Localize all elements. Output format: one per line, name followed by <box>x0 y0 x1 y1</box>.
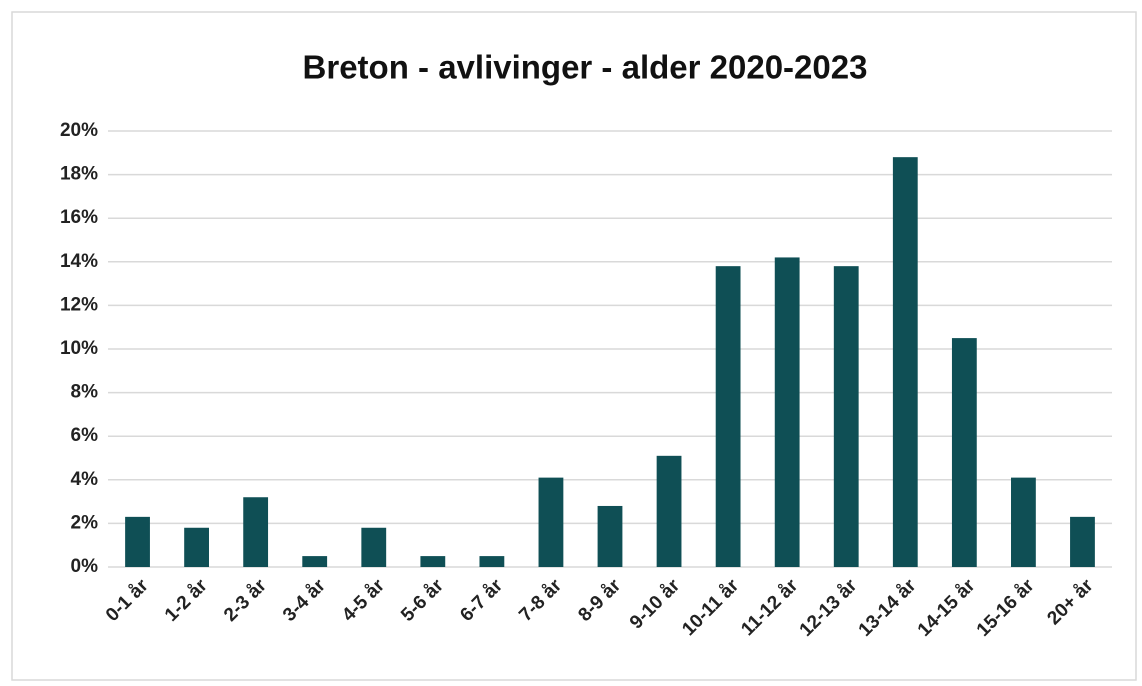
bar <box>1011 477 1036 567</box>
y-tick-label: 8% <box>71 382 99 403</box>
y-tick-label: 14% <box>60 251 98 272</box>
chart-border <box>11 11 1137 681</box>
y-tick-label: 16% <box>60 207 98 228</box>
bar <box>125 516 150 567</box>
bar <box>479 556 505 567</box>
bar <box>538 477 564 567</box>
bar <box>302 556 328 567</box>
y-tick-label: 4% <box>71 469 99 490</box>
y-tick-label: 2% <box>71 512 99 533</box>
y-tick-label: 6% <box>71 425 99 446</box>
bar <box>361 527 387 567</box>
bar <box>833 266 859 567</box>
bar <box>420 556 446 567</box>
bar <box>243 497 269 567</box>
y-tick-label: 12% <box>60 294 98 315</box>
bar <box>951 338 977 567</box>
bar <box>1070 516 1095 567</box>
bar <box>715 266 741 567</box>
y-tick-label: 0% <box>71 556 99 577</box>
y-tick-label: 20% <box>60 120 98 141</box>
bar <box>597 505 623 567</box>
y-tick-label: 10% <box>60 338 98 359</box>
bar <box>774 257 800 567</box>
bar <box>656 455 682 567</box>
bar <box>184 527 209 567</box>
chart-title: Breton - avlivinger - alder 2020-2023 <box>303 49 868 86</box>
y-tick-label: 18% <box>60 164 98 185</box>
bar <box>892 157 918 567</box>
